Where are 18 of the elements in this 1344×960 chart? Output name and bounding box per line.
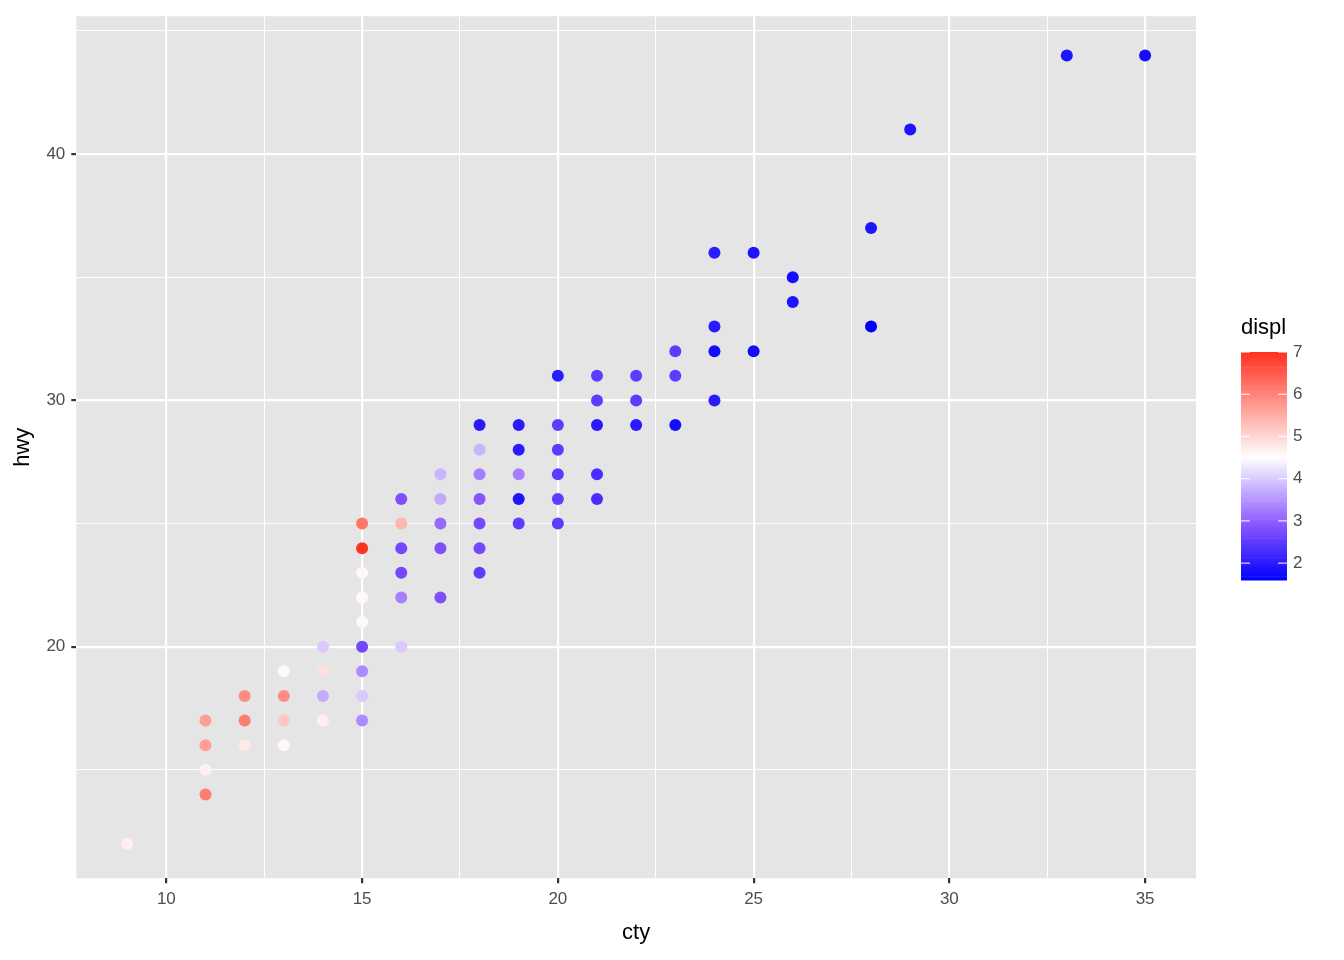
color-bar-label: 6 [1293,383,1303,403]
color-bar-label: 5 [1293,426,1303,446]
color-bar-label: 7 [1293,341,1303,361]
y-tick-label: 30 [46,390,66,410]
color-bar-label: 2 [1293,552,1303,572]
y-tick-label: 20 [46,636,66,656]
color-bar-title: displ [1241,314,1287,339]
x-tick-label: 10 [156,889,176,909]
color-bar-label: 4 [1293,468,1303,488]
x-tick-label: 35 [1135,889,1155,909]
x-tick-label: 15 [352,889,372,909]
x-tick-label: 30 [939,889,959,909]
y-tick-label: 40 [46,143,66,163]
x-tick-label: 25 [744,889,764,909]
color-bar-label: 3 [1293,510,1303,530]
y-axis-title: hwy [9,427,35,467]
x-tick-label: 20 [548,889,568,909]
x-axis-title: cty [622,918,651,944]
